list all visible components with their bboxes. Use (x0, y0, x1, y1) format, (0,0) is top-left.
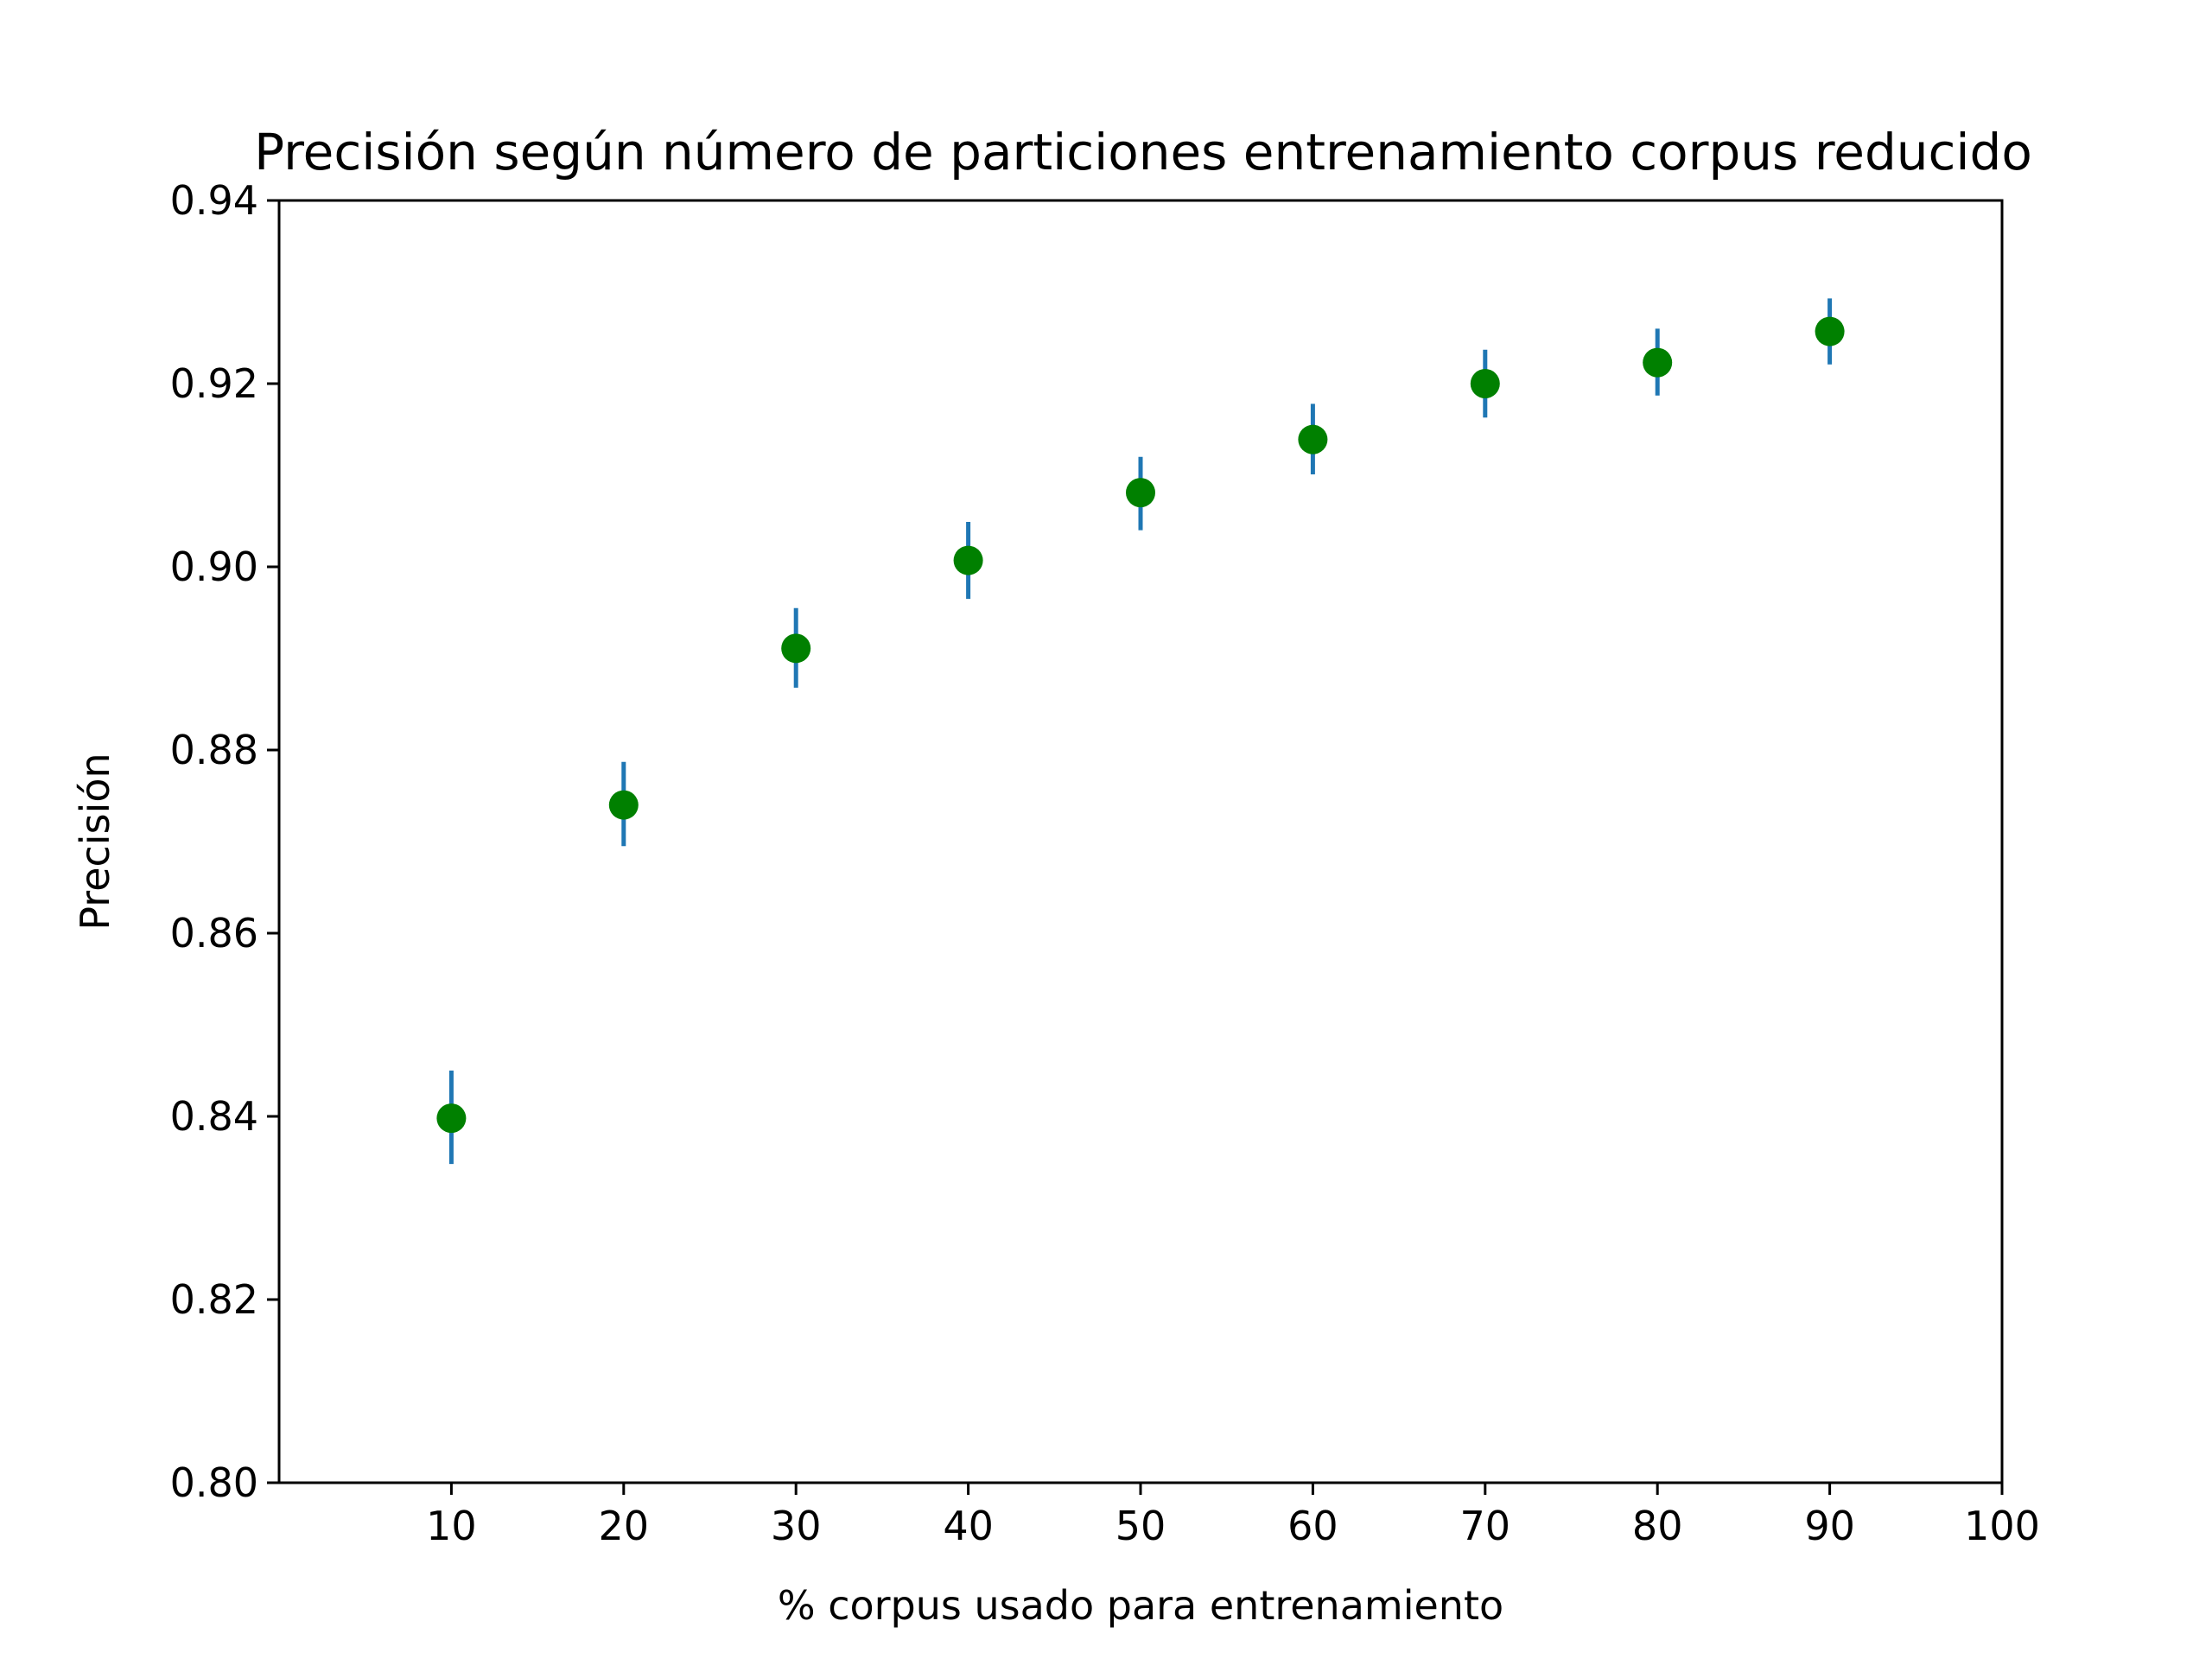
data-point (1643, 347, 1673, 378)
x-tick-label: 10 (426, 1503, 477, 1549)
x-tick-label: 60 (1287, 1503, 1338, 1549)
chart-title: Precisión según número de particiones en… (254, 123, 2032, 181)
data-point (781, 633, 811, 664)
y-tick-label: 0.80 (170, 1459, 258, 1506)
plot-frame (277, 199, 2004, 1484)
data-point (1126, 478, 1155, 508)
error-bars (448, 298, 1833, 1165)
y-tick-label: 0.84 (170, 1093, 258, 1140)
x-tick-label: 70 (1460, 1503, 1511, 1549)
y-tick-label: 0.92 (170, 360, 258, 407)
x-axis: 10 20 30 40 50 60 70 80 90 100 (426, 1483, 2040, 1549)
y-axis-title: Precisión (72, 753, 118, 930)
x-axis-title: % corpus usado para entrenamiento (778, 1582, 1503, 1629)
y-axis: 0.80 0.82 0.84 0.86 0.88 0.90 0.92 0.94 (170, 177, 279, 1506)
x-tick-label: 80 (1632, 1503, 1683, 1549)
x-tick-label: 90 (1804, 1503, 1855, 1549)
x-tick-label: 50 (1116, 1503, 1166, 1549)
y-tick-label: 0.86 (170, 910, 258, 957)
data-point (1298, 424, 1328, 454)
data-points (436, 316, 1845, 1134)
data-point (953, 545, 983, 575)
data-point (1470, 369, 1500, 398)
data-point (436, 1103, 467, 1134)
data-point (608, 790, 639, 820)
x-tick-label: 40 (943, 1503, 994, 1549)
y-tick-label: 0.90 (170, 543, 258, 590)
y-tick-label: 0.94 (170, 177, 258, 224)
x-tick-label: 30 (771, 1503, 822, 1549)
x-tick-label: 20 (599, 1503, 650, 1549)
x-tick-label: 100 (1964, 1503, 2040, 1549)
y-tick-label: 0.82 (170, 1276, 258, 1323)
data-point (1815, 316, 1845, 346)
y-tick-label: 0.88 (170, 727, 258, 773)
